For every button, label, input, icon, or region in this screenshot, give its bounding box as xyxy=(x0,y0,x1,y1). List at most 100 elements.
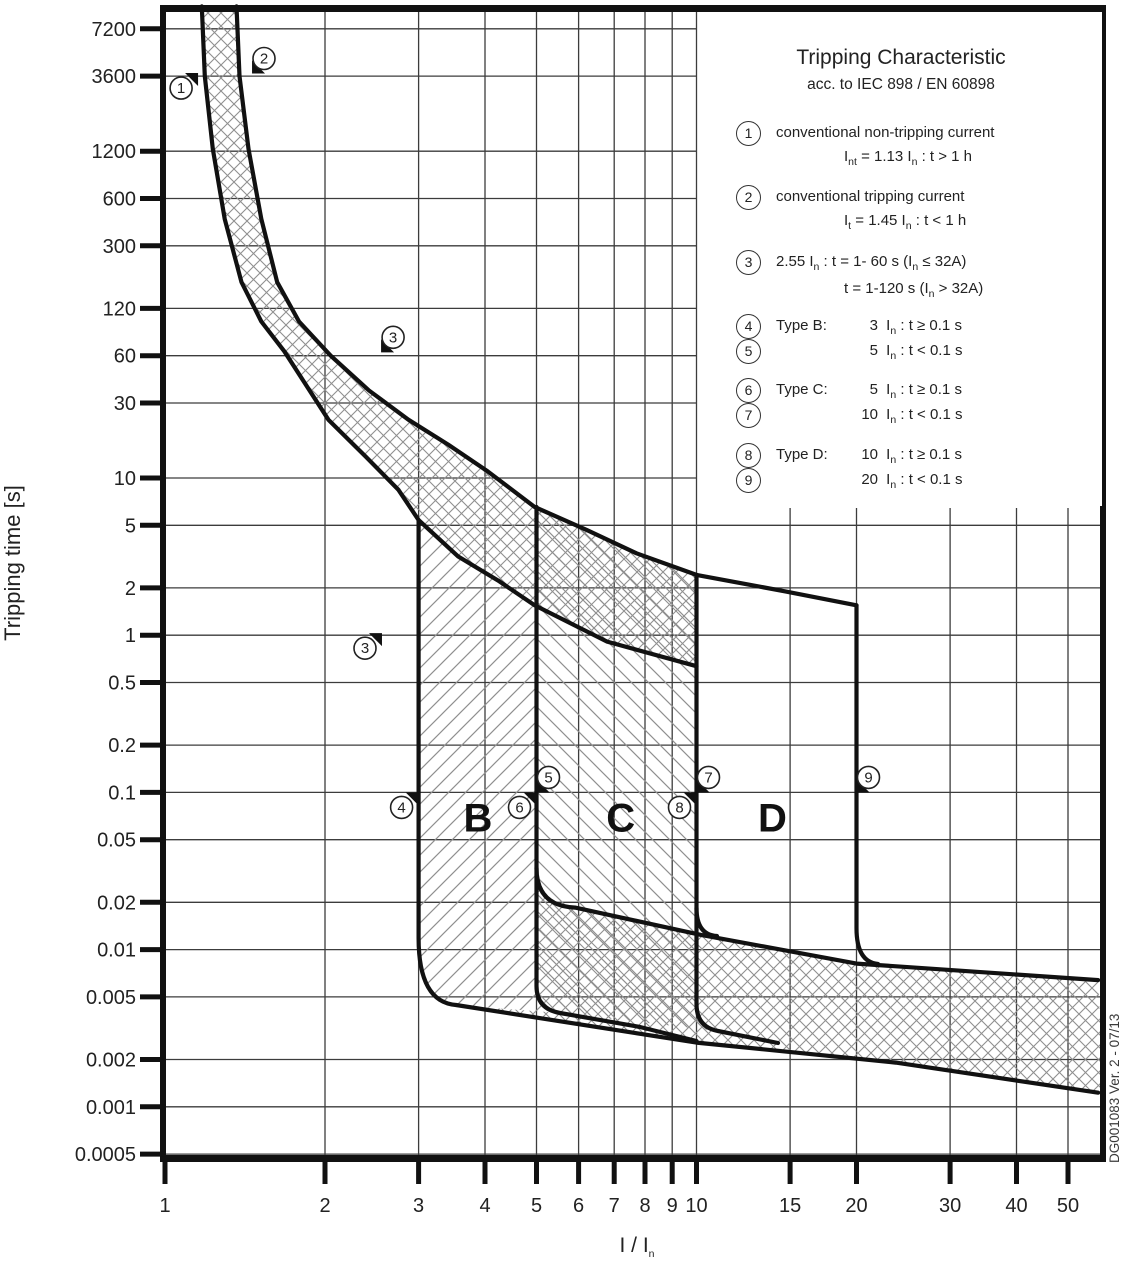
marker-number: 7 xyxy=(704,769,712,786)
type-c-region xyxy=(534,506,718,1031)
marker-flag-icon xyxy=(683,792,697,806)
chart-title: Tripping Characteristic xyxy=(796,46,1006,69)
y-tick-label: 0.1 xyxy=(108,782,136,804)
legend-item-text: Type B: 3 In : t ≥ 0.1 s xyxy=(776,317,962,337)
y-tick-label: 300 xyxy=(103,236,136,258)
subscript: n xyxy=(890,350,897,362)
x-tick-label: 1 xyxy=(159,1195,170,1217)
legend-number-circle: 6 xyxy=(736,378,761,403)
legend-type-label xyxy=(776,406,848,426)
marker-8: 8 xyxy=(667,792,697,820)
legend-item-7: 7 10 In : t < 0.1 s xyxy=(736,403,1106,428)
y-tick-label: 30 xyxy=(114,393,136,415)
subscript: t xyxy=(848,220,852,233)
legend-type-label: Type C: xyxy=(776,381,828,398)
marker-flag-icon xyxy=(523,792,537,806)
legend-item-text: 5 In : t < 0.1 s xyxy=(776,342,1106,362)
threshold-5in-vertical xyxy=(534,504,699,1044)
x-tick-label: 40 xyxy=(1005,1195,1027,1217)
region-label-D: D xyxy=(758,797,787,841)
plot-border-right xyxy=(1100,5,1106,1162)
y-tick-label: 5 xyxy=(125,515,136,537)
type-b-region xyxy=(418,520,560,1013)
legend-item-8: 8 Type D: 10 In : t ≥ 0.1 s xyxy=(736,443,1106,468)
marker-number: 3 xyxy=(389,329,397,346)
curve-non-tripping-1-13in xyxy=(199,4,699,669)
curve-tripping-1-45in xyxy=(234,4,699,577)
y-tick-label: 0.5 xyxy=(108,673,136,695)
subscript: n xyxy=(648,1248,655,1261)
y-tick-label: 60 xyxy=(114,346,136,368)
marker-number: 1 xyxy=(177,80,185,97)
marker-number: 8 xyxy=(675,799,683,816)
legend-number-circle: 9 xyxy=(736,468,761,493)
legend: Tripping Characteristic acc. to IEC 898 … xyxy=(700,12,1102,506)
subscript: n xyxy=(890,414,897,426)
legend-item-2: 2 conventional tripping current It = 1.45 … xyxy=(736,185,1106,233)
hatched-regions xyxy=(201,6,1104,1093)
x-tick-label: 10 xyxy=(685,1195,707,1217)
legend-number-circle: 3 xyxy=(736,250,761,275)
y-tick-label: 7200 xyxy=(92,19,137,41)
y-tick-label: 0.01 xyxy=(97,940,136,962)
y-tick-label: 0.001 xyxy=(86,1097,136,1119)
region-labels: B C D xyxy=(464,797,787,841)
marker-number: 5 xyxy=(544,769,552,786)
y-tick-label: 10 xyxy=(114,468,136,490)
marker-flag-icon xyxy=(185,73,199,87)
legend-number-circle: 4 xyxy=(736,314,761,339)
legend-item-text: Type C: 5 In : t ≥ 0.1 s xyxy=(776,381,962,401)
legend-item-4: 4 Type B: 3 In : t ≥ 0.1 s xyxy=(736,314,1106,339)
marker-number: 4 xyxy=(397,799,405,816)
region-label-C: C xyxy=(606,797,635,841)
subscript: n xyxy=(890,325,897,337)
marker-4: 4 xyxy=(389,792,419,820)
marker-circle xyxy=(696,765,721,790)
threshold-10in-vertical xyxy=(694,572,781,1046)
x-tick-label: 5 xyxy=(531,1195,542,1217)
y-tick-label: 1200 xyxy=(92,141,137,163)
y-tick-label: 3600 xyxy=(92,66,137,88)
tick-labels: 7200360012006003001206030105210.50.20.10… xyxy=(75,19,1079,1217)
marker-circle xyxy=(353,636,377,661)
subscript: nt xyxy=(848,156,857,169)
y-tick-label: 2 xyxy=(125,578,136,600)
x-tick-label: 7 xyxy=(609,1195,620,1217)
x-axis-line xyxy=(160,1155,1106,1162)
legend-item-text: conventional non-tripping current Int = 1… xyxy=(776,124,995,169)
y-tick-label: 0.02 xyxy=(97,892,136,914)
legend-number-circle: 8 xyxy=(736,443,761,468)
legend-item-5: 5 5 In : t < 0.1 s xyxy=(736,339,1106,364)
marker-circle xyxy=(667,795,692,820)
legend-number-circle: 5 xyxy=(736,339,761,364)
threshold-20in-vertical xyxy=(854,603,881,967)
marker-flag-icon xyxy=(368,633,382,647)
legend-type-label: Type B: xyxy=(776,317,827,334)
legend-type-label xyxy=(776,342,848,362)
y-tick-label: 0.002 xyxy=(86,1050,136,1072)
subscript: n xyxy=(890,454,897,466)
region-label-B: B xyxy=(464,797,493,841)
legend-item-text: Type D: 10 In : t ≥ 0.1 s xyxy=(776,446,962,466)
marker-circle xyxy=(536,765,561,790)
x-tick-label: 30 xyxy=(939,1195,961,1217)
marker-circle xyxy=(381,325,405,350)
fast-trip-band-region xyxy=(456,872,1104,1093)
marker-3: 3 xyxy=(381,325,405,353)
characteristic-curves xyxy=(199,4,1101,1095)
y-tick-label: 0.0005 xyxy=(75,1144,136,1166)
marker-6: 6 xyxy=(507,792,537,820)
legend-type-label xyxy=(776,471,848,491)
marker-circle xyxy=(507,795,532,820)
legend-item-9: 9 20 In : t < 0.1 s xyxy=(736,468,1106,493)
type-d-upper-boundary xyxy=(694,572,859,608)
subscript: n xyxy=(905,220,912,233)
legend-item-text: conventional tripping current It = 1.45 I… xyxy=(776,188,967,233)
marker-number: 9 xyxy=(864,769,872,786)
y-axis-title: Tripping time [s] xyxy=(0,485,25,641)
legend-number-circle: 1 xyxy=(736,121,761,146)
x-tick-label: 9 xyxy=(667,1195,678,1217)
axes xyxy=(160,5,1106,1162)
